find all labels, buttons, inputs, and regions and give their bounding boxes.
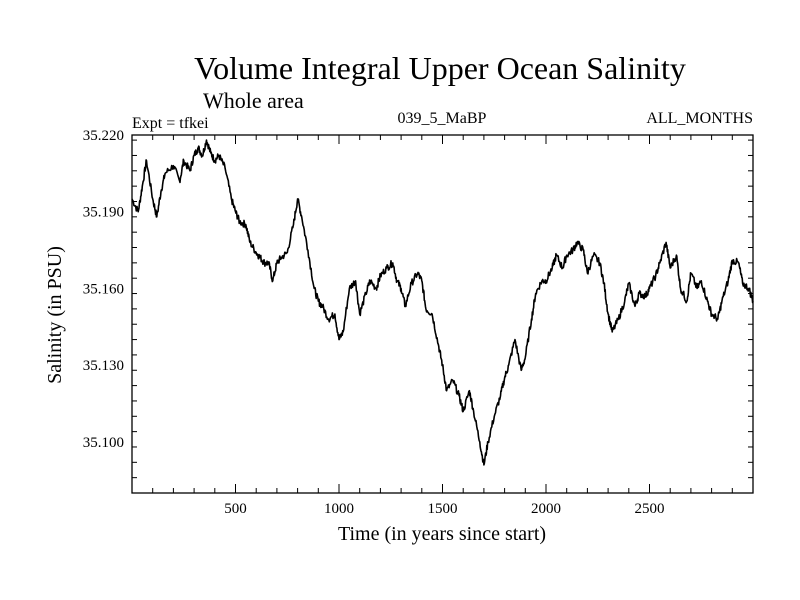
run-annotation: 039_5_MaBP [398, 110, 487, 127]
experiment-annotation: Expt = tfkei [132, 115, 209, 132]
y-tick-label: 35.220 [83, 128, 124, 144]
x-tick-label: 2500 [635, 501, 665, 517]
x-tick-label: 500 [224, 501, 247, 517]
y-tick-label: 35.100 [83, 435, 124, 451]
y-axis: 35.100 35.130 35.160 35.190 35.220 [83, 128, 753, 479]
x-axis: 500 1000 1500 2000 2500 [152, 135, 733, 517]
salinity-series-line [131, 139, 754, 466]
x-tick-label: 2000 [531, 501, 561, 517]
x-tick-label: 1500 [428, 501, 458, 517]
y-tick-label: 35.160 [83, 281, 124, 297]
y-axis-label: Salinity (in PSU) [44, 246, 66, 384]
x-axis-label: Time (in years since start) [338, 523, 546, 545]
chart-title: Volume Integral Upper Ocean Salinity [194, 50, 686, 86]
months-annotation: ALL_MONTHS [646, 110, 753, 127]
chart-subtitle: Whole area [203, 88, 304, 113]
x-tick-label: 1000 [324, 501, 354, 517]
y-tick-label: 35.190 [83, 205, 124, 221]
y-tick-label: 35.130 [83, 358, 124, 374]
plot-area: 500 1000 1500 2000 2500 35.10035.13035.16035… [83, 128, 754, 517]
